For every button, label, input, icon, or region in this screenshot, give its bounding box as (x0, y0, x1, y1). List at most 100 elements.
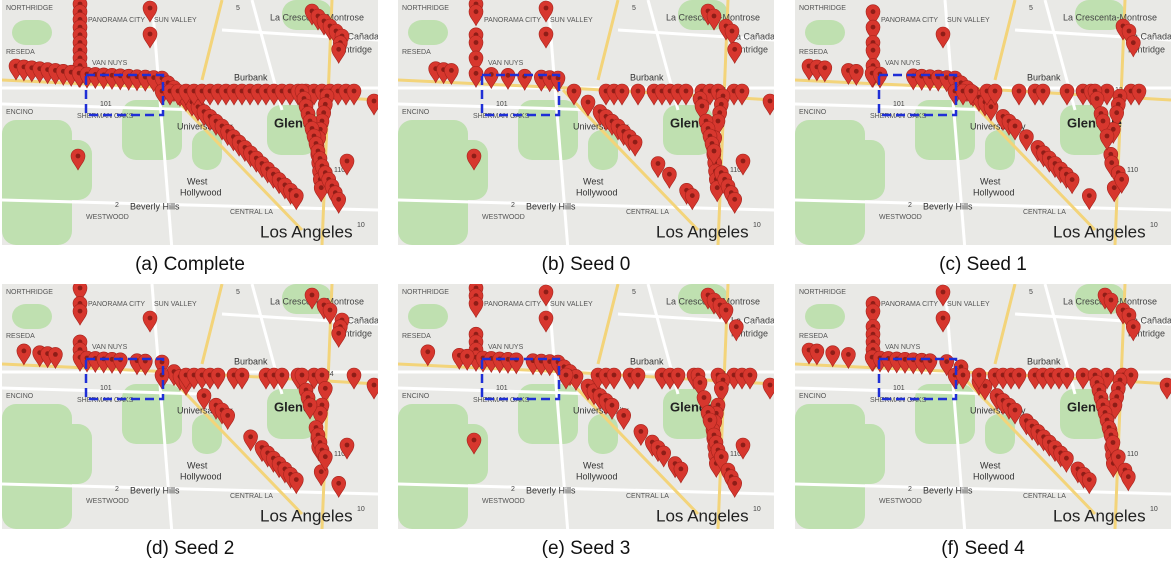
pin-body (312, 406, 328, 428)
pin-dot (667, 171, 672, 177)
map-label: Flintridge (335, 44, 372, 54)
pin-body (468, 4, 484, 27)
pin-dot (976, 372, 982, 378)
park (588, 130, 618, 170)
pin-dot (293, 477, 299, 482)
pin (468, 50, 484, 73)
pin-dot (279, 372, 285, 378)
pin-body (1081, 472, 1097, 495)
pin (234, 367, 250, 390)
pin-body (735, 437, 751, 460)
park (12, 304, 52, 329)
pin (650, 156, 666, 179)
pin-body (196, 388, 212, 411)
map-label: Burbank (630, 72, 664, 82)
pin (955, 367, 971, 390)
pin-body (580, 94, 596, 117)
pin (1114, 172, 1130, 194)
map-label: 10 (1150, 506, 1158, 513)
pin (500, 68, 516, 90)
caption: (f) Seed 4 (941, 538, 1025, 559)
pin (865, 42, 881, 65)
pin (1081, 472, 1097, 495)
pin-body (694, 98, 710, 121)
pin-dot (351, 88, 357, 94)
pin (72, 303, 88, 326)
pin-body (1059, 450, 1074, 473)
map-label: West (980, 176, 1001, 186)
map-label: Flintridge (1128, 328, 1165, 338)
caption: (a) Complete (135, 254, 245, 275)
pin (692, 375, 708, 398)
pin-body (220, 408, 235, 431)
map-label: CENTRAL LA (626, 493, 669, 500)
pin-body (538, 26, 554, 49)
map-label: NORTHRIDGE (402, 5, 449, 12)
pin-body (935, 310, 951, 333)
map-label: 2 (511, 486, 515, 493)
map-label: Hollywood (576, 187, 618, 197)
park (428, 424, 488, 484)
pin (1159, 377, 1171, 400)
pin-dot (1111, 185, 1117, 191)
map-label: Universal City (573, 405, 629, 415)
map-label: RESEDA (6, 333, 35, 340)
pin (580, 94, 596, 117)
pin-dot (1108, 297, 1114, 303)
pin-dot (635, 88, 641, 94)
pin-dot (344, 442, 350, 448)
caption: (b) Seed 0 (542, 254, 631, 275)
map-label: La Cañada (731, 31, 775, 41)
road (943, 0, 967, 245)
pin-body (1114, 172, 1130, 194)
pin (322, 302, 338, 325)
map-label: NORTHRIDGE (402, 289, 449, 296)
map-label: Universal City (970, 121, 1026, 131)
pin (312, 406, 328, 428)
pin-dot (1109, 160, 1115, 166)
map-label: RESEDA (6, 49, 35, 56)
pin (346, 367, 362, 390)
map-label: West (187, 460, 208, 470)
pin-dot (870, 9, 876, 15)
road (795, 386, 996, 396)
pin-body (468, 50, 484, 73)
road (221, 28, 378, 42)
pin-dot (1064, 455, 1069, 461)
pin-dot (543, 31, 549, 37)
map-label: 110 (730, 167, 741, 174)
park (428, 140, 488, 200)
pin-body (963, 83, 979, 106)
map-label: 10 (357, 222, 365, 229)
pin-dot (732, 196, 738, 202)
pin-dot (585, 99, 591, 105)
pin-dot (471, 153, 477, 159)
pin-body (558, 367, 574, 390)
map-label: 5 (236, 289, 240, 296)
map-label: 110 (1127, 167, 1138, 174)
map-label: 2 (511, 202, 515, 209)
pin-dot (317, 410, 323, 416)
pin (302, 397, 318, 420)
pin (142, 0, 158, 23)
pin-body (1103, 292, 1119, 315)
map-label: Universal City (177, 405, 233, 415)
road (1014, 312, 1171, 326)
pin-dot (1114, 110, 1120, 116)
road (150, 0, 174, 245)
pin-body (484, 67, 499, 90)
pin-dot (1064, 372, 1070, 378)
pin-body (142, 26, 158, 49)
pin (468, 296, 484, 319)
pin-body (1131, 83, 1147, 106)
pin (670, 367, 686, 390)
map-label: 5 (1029, 5, 1033, 12)
map-label: PANORAMA CITY (88, 17, 145, 24)
pin-dot (846, 352, 851, 357)
road (617, 312, 774, 326)
pin-dot (1064, 88, 1070, 94)
pin (317, 449, 333, 472)
pin (1131, 83, 1147, 106)
pin-dot (992, 88, 998, 94)
pin (735, 437, 751, 460)
